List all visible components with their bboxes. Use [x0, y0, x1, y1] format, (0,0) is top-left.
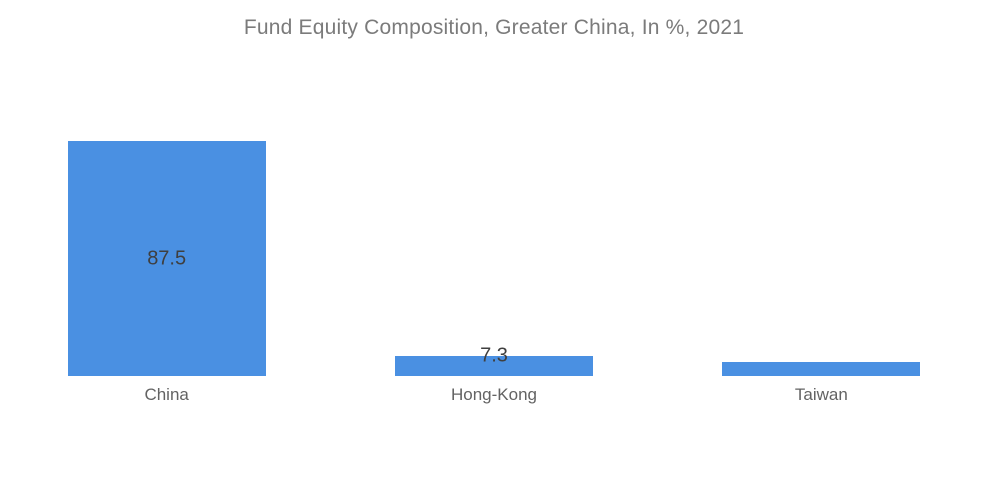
- bar-value-label: 87.5: [147, 247, 187, 269]
- bar-value-label: 7.3: [480, 344, 508, 367]
- category-label: Taiwan: [794, 385, 848, 404]
- bar-china[interactable]: 87.5: [67, 141, 266, 376]
- category-labels: China Hong-Kong Taiwan: [3, 385, 985, 405]
- bar-taiwan[interactable]: [722, 362, 921, 376]
- plot-area: 87.5 7.3: [3, 136, 985, 376]
- bar-column: 87.5: [3, 136, 330, 376]
- bar-hong-kong[interactable]: 7.3: [394, 345, 593, 376]
- category-label: China: [144, 385, 189, 404]
- category-label: Hong-Kong: [450, 385, 537, 404]
- bar-column: 7.3: [330, 136, 657, 376]
- chart-title: Fund Equity Composition, Greater China, …: [243, 16, 745, 39]
- bar-column: [658, 136, 985, 376]
